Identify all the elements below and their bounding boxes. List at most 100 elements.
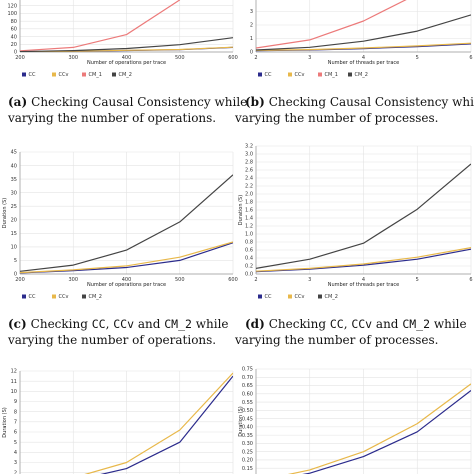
legend-label-cm-2: CM_2 (89, 294, 103, 300)
y-tick-label: 0.25 (242, 449, 253, 455)
y-tick-label: 1.0 (245, 232, 253, 238)
series-group (256, 163, 471, 273)
x-tick-label: 400 (122, 277, 132, 283)
y-tick-label: 0.40 (242, 425, 253, 431)
x-tick-label: 500 (175, 55, 185, 61)
x-axis-label: Number of threads per trace (328, 60, 399, 66)
y-tick-label: 12 (11, 369, 17, 375)
caption-a-line1: Checking Causal Consistency while (31, 95, 247, 109)
y-tick-label: 9 (14, 399, 17, 405)
series-group (20, 174, 233, 274)
series-group (256, 0, 471, 52)
y-tick-label: 3.0 (245, 152, 253, 158)
y-tick-label: 2.8 (245, 160, 253, 166)
y-tick-label: 0.75 (242, 367, 253, 373)
y-tick-label: 8 (14, 409, 17, 415)
y-tick-label: 0.8 (245, 240, 253, 246)
y-tick-label: 0.55 (242, 400, 253, 406)
y-tick-label: 11 (11, 379, 17, 385)
y-tick-label: 3 (14, 460, 17, 466)
legend-label-cc: CC (265, 294, 272, 300)
y-tick-label: 0.0 (245, 272, 253, 278)
series-line-cc (100, 375, 233, 474)
legend-swatch-cm-1 (82, 72, 86, 77)
series-line-cm-2 (20, 37, 233, 52)
x-tick-label: 2 (254, 55, 257, 61)
y-tick-label: 20 (11, 217, 17, 223)
y-tick-label: 0.35 (242, 433, 253, 439)
legend-label-cm-1: CM_1 (325, 72, 339, 78)
y-tick-label: 120 (7, 3, 17, 9)
legend-swatch-cc (22, 294, 26, 299)
series-line-ccv (20, 241, 233, 274)
series-line-ccv (256, 42, 471, 51)
legend-label-cc: CC (29, 72, 36, 78)
legend-label-cc: CC (265, 72, 272, 78)
legend-swatch-ccv (52, 72, 56, 77)
series-line-ccv (256, 247, 471, 272)
y-tick-label: 0.60 (242, 392, 253, 398)
caption-a: (a) Checking Causal Consistency while (8, 95, 247, 109)
y-tick-label: 1 (250, 36, 253, 42)
series-line-cm-1 (20, 0, 181, 52)
legend-swatch-cc (258, 294, 262, 299)
y-tick-label: 0.4 (245, 256, 253, 262)
caption-b: (b) Checking Causal Consistency while (245, 95, 474, 109)
y-tick-label: 3 (250, 9, 253, 15)
x-tick-label: 4 (362, 277, 365, 283)
legend-swatch-cm-2 (318, 294, 322, 299)
y-tick-label: 0.70 (242, 375, 253, 381)
x-tick-label: 5 (416, 277, 419, 283)
legend-swatch-cm-2 (348, 72, 352, 77)
y-tick-label: 0 (14, 50, 17, 56)
y-tick-label: 10 (11, 245, 17, 251)
caption-a-letter: (a) (8, 95, 27, 109)
y-tick-label: 3.2 (245, 144, 253, 150)
legend-swatch-cc (22, 72, 26, 77)
x-tick-label: 200 (15, 277, 25, 283)
y-tick-label: 0.15 (242, 466, 253, 472)
x-tick-label: 6 (469, 55, 472, 61)
y-tick-label: 0.65 (242, 383, 253, 389)
caption-c: (c) Checking CC, CCv and CM_2 while (8, 317, 229, 331)
caption-c-letter: (c) (8, 317, 27, 331)
legend-swatch-ccv (52, 294, 56, 299)
y-tick-label: 60 (11, 27, 17, 33)
legend-swatch-cc (258, 72, 262, 77)
series-line-cm-1 (256, 0, 407, 49)
y-tick-label: 40 (11, 34, 17, 40)
series-line-cm-2 (256, 163, 471, 269)
x-tick-label: 4 (362, 55, 365, 61)
y-tick-label: 1.2 (245, 224, 253, 230)
legend-swatch-ccv (288, 294, 292, 299)
x-tick-label: 200 (15, 55, 25, 61)
legend-label-cm-2: CM_2 (119, 72, 133, 78)
y-tick-label: 45 (11, 150, 17, 156)
y-tick-label: 2 (14, 470, 17, 474)
y-tick-label: 5 (14, 440, 17, 446)
caption-d-letter: (d) (245, 317, 265, 331)
y-tick-label: 0.20 (242, 458, 253, 464)
chart-f: 0.15 0.20 0.25 0.30 0.35 0.40 0.45 0.50 0.55 0.60… (238, 367, 472, 474)
y-tick-label: 25 (11, 204, 17, 210)
chart-c: 0 5 10 15 20 25 30 35 40 45 200 300 400 500 600 Number … (2, 150, 238, 300)
y-axis-label: Duration (S) (238, 195, 244, 225)
y-tick-label: 2.4 (245, 176, 253, 182)
y-tick-label: 15 (11, 231, 17, 237)
y-axis-label: Duration (S) (2, 407, 8, 437)
chart-d: 0.0 0.2 0.4 0.6 0.8 1.0 1.2 1.4 1.6 1.8 2.0 2.2 2.4 2… (238, 144, 473, 300)
y-tick-label: 1.6 (245, 208, 253, 214)
y-tick-label: 6 (14, 430, 17, 436)
legend-label-ccv: CCv (59, 294, 69, 300)
y-tick-label: 7 (14, 420, 17, 426)
series-line-cc (20, 242, 233, 274)
caption-c-line2: varying the number of operations. (7, 333, 216, 347)
y-tick-label: 40 (11, 163, 17, 169)
y-axis-label: Duration (S) (2, 198, 8, 228)
x-tick-label: 3 (308, 55, 311, 61)
x-tick-label: 400 (122, 55, 132, 61)
caption-a-line2: varying the number of operations. (7, 111, 216, 125)
legend-label-cm-2: CM_2 (325, 294, 339, 300)
y-tick-label: 1.4 (245, 216, 253, 222)
